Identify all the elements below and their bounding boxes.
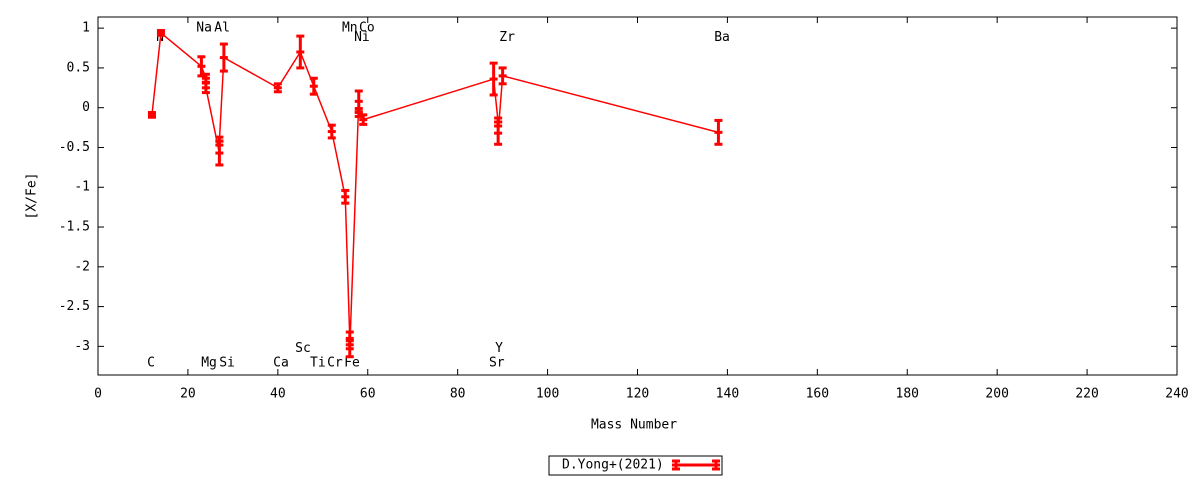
error-bar	[197, 55, 206, 78]
element-label: Zr	[499, 30, 515, 45]
element-label: Co	[359, 21, 375, 36]
series-line	[151, 31, 719, 349]
error-bar	[498, 66, 507, 86]
x-axis-label: Mass Number	[591, 418, 677, 433]
element-label: Ba	[714, 30, 730, 45]
element-label: Si	[219, 356, 235, 371]
element-label: Mg	[201, 356, 217, 371]
x-tick-label: 120	[626, 387, 649, 402]
error-bar	[147, 110, 156, 119]
error-bar	[273, 82, 282, 94]
plot-frame	[97, 16, 1178, 376]
element-label: Na	[196, 21, 212, 36]
y-tick-label: -3	[74, 339, 90, 354]
legend-box	[548, 455, 723, 476]
y-axis-label: [X/Fe]	[25, 173, 40, 220]
x-tick-label: 0	[94, 387, 102, 402]
legend-swatch	[712, 459, 720, 471]
y-tick-label: -2	[74, 259, 90, 274]
element-label: Ni	[354, 30, 370, 45]
x-tick-label: 220	[1075, 387, 1098, 402]
element-label: C	[147, 356, 155, 371]
error-bar	[345, 339, 354, 359]
element-label: Cr	[327, 356, 343, 371]
error-bar	[219, 42, 228, 73]
y-tick-label: 1	[82, 21, 90, 36]
x-tick-label: 40	[270, 387, 286, 402]
y-tick-label: -1.5	[59, 220, 90, 235]
element-label: Fe	[344, 356, 360, 371]
element-label: Ti	[310, 356, 326, 371]
x-tick-label: 160	[806, 387, 829, 402]
error-bar	[489, 61, 498, 97]
y-tick-label: -1	[74, 180, 90, 195]
element-label: Sr	[489, 356, 505, 371]
error-bar	[215, 135, 224, 147]
error-bar	[714, 118, 723, 146]
x-tick-label: 200	[985, 387, 1008, 402]
y-tick-label: 0	[82, 100, 90, 115]
legend-swatch	[672, 459, 680, 471]
x-tick-label: 180	[896, 387, 919, 402]
x-tick-label: 240	[1165, 387, 1188, 402]
y-tick-label: -2.5	[59, 299, 90, 314]
x-tick-label: 60	[360, 387, 376, 402]
error-bar	[201, 81, 210, 95]
y-tick-label: 0.5	[67, 60, 90, 75]
error-bar	[156, 29, 165, 37]
element-label: Mn	[342, 21, 358, 36]
x-tick-label: 80	[450, 387, 466, 402]
element-label: Sc	[295, 341, 311, 356]
error-bar	[327, 123, 336, 140]
element-label: Y	[495, 341, 503, 356]
error-bar	[359, 113, 368, 126]
element-label: Al	[214, 21, 230, 36]
x-tick-label: 140	[716, 387, 739, 402]
error-bar	[309, 76, 318, 96]
error-bar	[354, 106, 363, 118]
element-label: Ca	[273, 356, 289, 371]
error-bar	[341, 188, 350, 205]
legend-label: D.Yong+(2021)	[562, 458, 664, 473]
error-bar	[296, 34, 305, 70]
error-bar	[494, 120, 503, 146]
error-bar	[201, 72, 210, 84]
x-tick-label: 20	[180, 387, 196, 402]
y-tick-label: -0.5	[59, 140, 90, 155]
x-tick-label: 100	[536, 387, 559, 402]
